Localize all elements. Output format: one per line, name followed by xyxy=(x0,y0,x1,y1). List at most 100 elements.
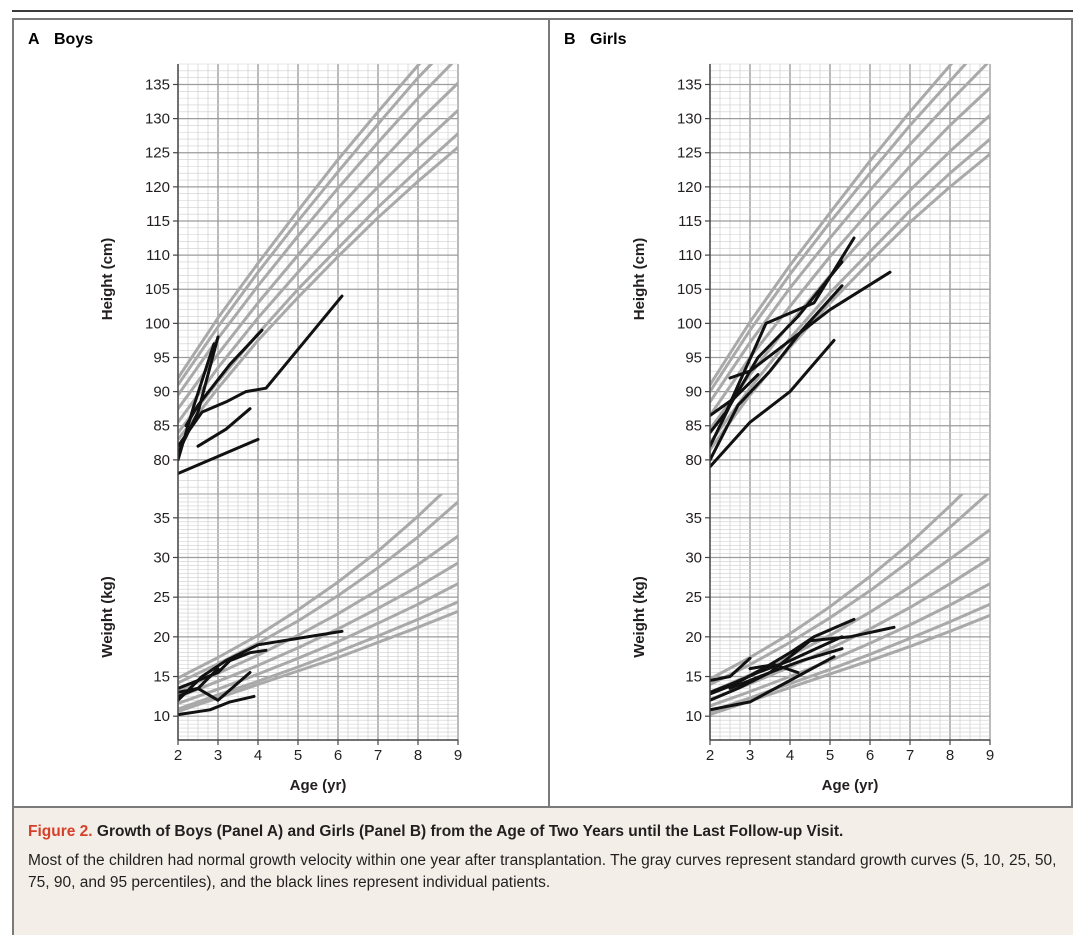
y-tick-label: 115 xyxy=(678,213,702,230)
y-tick-label: 100 xyxy=(145,315,170,332)
x-tick-label: 3 xyxy=(214,747,222,764)
panel-divider xyxy=(548,18,550,808)
x-tick-label: 8 xyxy=(414,747,422,764)
patient-line-3 xyxy=(710,655,836,712)
patient-line-5 xyxy=(196,407,252,448)
plot-a-weight: 10 15 20 25 30 35 Weight (kg) 2 3 4 5 6 7 8 9 Age (yr) xyxy=(99,493,462,794)
y-tick-label: 80 xyxy=(685,452,702,469)
x-tick-label: 8 xyxy=(946,747,954,764)
patient-lines xyxy=(178,294,344,475)
patient-line-6 xyxy=(710,373,760,417)
caption-heading: Figure 2. Growth of Boys (Panel A) and G… xyxy=(28,822,1059,842)
caption-text: Most of the children had normal growth v… xyxy=(28,852,1057,891)
y-tick-label: 120 xyxy=(145,179,170,196)
patient-line-4 xyxy=(710,284,844,462)
reference-curve-p90 xyxy=(710,64,968,394)
y-tick-label: 120 xyxy=(677,179,702,196)
patient-line-6 xyxy=(710,656,752,682)
growth-charts: A Boys B Girls 8085909510010511011512012… xyxy=(28,31,994,794)
caption-title: Growth of Boys (Panel A) and Girls (Pane… xyxy=(96,823,844,840)
panel-a-letter: A xyxy=(28,31,40,48)
patient-line-6 xyxy=(178,437,260,475)
y-tick-label: 85 xyxy=(685,418,702,435)
x-tick-label: 9 xyxy=(986,747,994,764)
reference-curves xyxy=(710,494,990,717)
y-tick-label: 125 xyxy=(677,145,702,162)
y-tick-label: 95 xyxy=(153,349,170,366)
reference-curve-p95 xyxy=(710,494,965,681)
reference-curves xyxy=(178,494,458,713)
reference-curve-p75 xyxy=(710,64,989,404)
patient-line-2 xyxy=(710,635,844,694)
patient-line-1 xyxy=(710,236,856,435)
figure-caption: Figure 2. Growth of Boys (Panel A) and G… xyxy=(12,808,1073,935)
y-tick-label: 25 xyxy=(685,589,702,606)
y-tick-label: 90 xyxy=(153,384,170,401)
reference-curve-p95 xyxy=(178,64,422,380)
x-tick-label: 6 xyxy=(334,747,342,764)
patient-line-3 xyxy=(710,338,836,469)
y-tick-label: 10 xyxy=(153,708,170,725)
patient-line-3 xyxy=(178,294,344,448)
x-tick-label: 2 xyxy=(174,747,182,764)
reference-curve-p50 xyxy=(710,556,990,701)
reference-curve-p5 xyxy=(178,145,458,441)
top-rule xyxy=(12,10,1073,12)
patient-line-5 xyxy=(178,667,220,698)
x-tick-label: 9 xyxy=(454,747,462,764)
y-tick-label: 25 xyxy=(153,589,170,606)
x-axis-title: Age (yr) xyxy=(290,777,347,794)
y-tick-label: 15 xyxy=(153,669,170,686)
x-tick-label: 7 xyxy=(374,747,382,764)
x-tick-label: 6 xyxy=(866,747,874,764)
x-tick-label: 4 xyxy=(786,747,794,764)
y-tick-label: 10 xyxy=(685,708,702,725)
reference-curve-p75 xyxy=(178,534,458,693)
reference-curve-p95 xyxy=(710,64,954,387)
reference-curve-p25 xyxy=(178,582,458,705)
reference-curve-p50 xyxy=(178,81,458,411)
y-tick-label: 15 xyxy=(685,669,702,686)
y-tick-label: 105 xyxy=(677,281,702,298)
plot-b-height: 80 85 90 95 100 105 110 115 120 125 130 135 Height (… xyxy=(631,63,991,495)
y-tick-label: 30 xyxy=(685,549,702,566)
patient-line-2 xyxy=(178,629,344,702)
y-tick-label: 35 xyxy=(685,510,702,527)
y-tick-label: 135 xyxy=(677,76,702,93)
x-tick-label: 5 xyxy=(294,747,302,764)
reference-curve-p10 xyxy=(710,602,990,713)
grid xyxy=(709,63,991,495)
patient-line-4 xyxy=(184,328,264,428)
reference-curve-p90 xyxy=(178,64,434,387)
panel-b-title: Girls xyxy=(590,31,627,48)
reference-curve-p25 xyxy=(710,582,990,708)
reference-curve-p50 xyxy=(710,86,990,417)
patient-lines xyxy=(178,629,344,717)
y-tick-label: 135 xyxy=(145,76,170,93)
patient-line-5 xyxy=(728,270,892,380)
x-tick-label: 3 xyxy=(746,747,754,764)
reference-curve-p75 xyxy=(178,64,454,397)
y-tick-label: 30 xyxy=(153,549,170,566)
y-tick-label: 80 xyxy=(153,452,170,469)
x-tick-label: 4 xyxy=(254,747,262,764)
panel-b-letter: B xyxy=(564,31,576,48)
grid xyxy=(709,493,991,741)
grid xyxy=(177,493,459,741)
patient-line-3 xyxy=(178,671,252,702)
x-tick-label: 5 xyxy=(826,747,834,764)
x-axis-title: Age (yr) xyxy=(822,777,879,794)
plot-b-weight: 10 15 20 25 30 35 Weight (kg) 2 3 4 5 6 7 8 9 Age (yr) xyxy=(631,493,994,794)
y-tick-label: 125 xyxy=(145,145,170,162)
y-tick-label: 95 xyxy=(685,349,702,366)
y-tick-label: 85 xyxy=(153,418,170,435)
y-tick-label: 105 xyxy=(145,281,170,298)
x-tick-label: 2 xyxy=(706,747,714,764)
y-tick-label: 110 xyxy=(146,247,170,264)
y-tick-label: 90 xyxy=(685,384,702,401)
reference-curve-p95 xyxy=(178,494,444,680)
patient-lines xyxy=(710,236,892,469)
x-tick-label: 7 xyxy=(906,747,914,764)
